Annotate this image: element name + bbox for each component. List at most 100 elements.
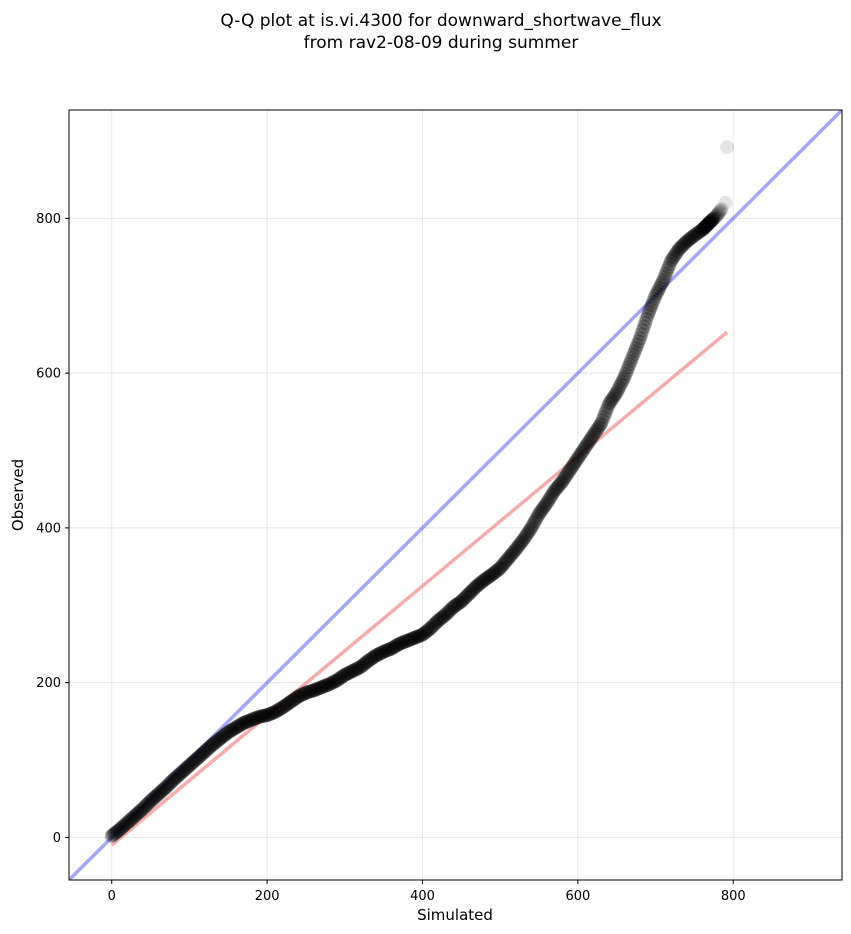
quantile-point bbox=[258, 708, 273, 723]
quantile-point bbox=[453, 595, 468, 610]
quantile-point bbox=[554, 476, 569, 491]
quantile-point bbox=[359, 655, 374, 670]
quantile-point bbox=[126, 809, 141, 824]
quantile-point bbox=[652, 280, 667, 295]
quantile-point bbox=[456, 591, 471, 606]
quantile-point bbox=[507, 544, 522, 559]
quantile-point bbox=[640, 308, 655, 323]
quantile-point bbox=[706, 211, 721, 226]
quantile-point bbox=[555, 474, 570, 489]
quantile-point bbox=[542, 491, 557, 506]
quantile-point bbox=[711, 205, 726, 220]
quantile-point bbox=[529, 511, 544, 526]
quantile-point bbox=[271, 702, 286, 717]
quantile-point bbox=[465, 582, 480, 597]
quantile-point bbox=[230, 719, 245, 734]
quantile-point bbox=[590, 422, 605, 437]
quantile-point bbox=[407, 630, 422, 645]
quantile-point bbox=[392, 636, 407, 651]
quantile-point bbox=[643, 301, 658, 316]
quantile-point bbox=[434, 610, 449, 625]
quantile-point bbox=[137, 800, 152, 815]
quantile-point bbox=[162, 776, 177, 791]
quantile-point bbox=[666, 250, 681, 265]
quantile-point bbox=[173, 766, 188, 781]
quantile-point bbox=[683, 231, 698, 246]
quantile-point bbox=[511, 539, 526, 554]
quantile-point bbox=[560, 466, 575, 481]
quantile-point bbox=[607, 389, 622, 404]
y-tick-label-3: 600 bbox=[36, 367, 61, 382]
quantile-point bbox=[265, 706, 280, 721]
quantile-point bbox=[412, 628, 427, 643]
quantile-point bbox=[279, 697, 294, 712]
quantile-point bbox=[495, 558, 510, 573]
quantile-point bbox=[497, 556, 512, 571]
quantile-point bbox=[396, 635, 411, 650]
quantile-point bbox=[148, 789, 163, 804]
y-tick-label-0: 0 bbox=[53, 831, 61, 846]
quantile-point bbox=[199, 743, 214, 758]
quantile-point bbox=[217, 728, 232, 743]
quantile-point bbox=[635, 323, 650, 338]
quantile-point bbox=[411, 629, 426, 644]
quantile-point bbox=[620, 363, 635, 378]
quantile-point bbox=[718, 195, 733, 210]
quantile-point bbox=[469, 578, 484, 593]
quantile-point bbox=[135, 801, 150, 816]
quantile-point bbox=[613, 377, 628, 392]
quantile-point bbox=[604, 393, 619, 408]
quantile-point bbox=[665, 251, 680, 266]
quantile-point bbox=[686, 229, 701, 244]
quantile-point bbox=[410, 629, 425, 644]
quantile-point bbox=[500, 551, 515, 566]
quantile-point bbox=[287, 692, 302, 707]
y-axis-ticks: 0 200 400 600 800 bbox=[36, 212, 69, 846]
quantile-point bbox=[175, 764, 190, 779]
quantile-point bbox=[282, 695, 297, 710]
quantile-point bbox=[377, 644, 392, 659]
quantile-point bbox=[122, 813, 137, 828]
quantile-point bbox=[711, 206, 726, 221]
quantile-point bbox=[106, 827, 121, 842]
quantile-point bbox=[544, 487, 559, 502]
quantile-point bbox=[181, 759, 196, 774]
chart-title-line-1: Q-Q plot at is.vi.4300 for downward_shor… bbox=[220, 11, 661, 31]
quantile-point bbox=[720, 140, 735, 155]
quantile-point bbox=[521, 524, 536, 539]
quantile-point bbox=[249, 710, 264, 725]
grid bbox=[69, 110, 842, 880]
quantile-point bbox=[160, 778, 175, 793]
quantile-point bbox=[713, 203, 728, 218]
quantile-point bbox=[257, 708, 272, 723]
quantile-point bbox=[587, 426, 602, 441]
quantile-point bbox=[142, 795, 157, 810]
quantile-point bbox=[263, 706, 278, 721]
quantile-point bbox=[370, 647, 385, 662]
quantile-point bbox=[120, 815, 135, 830]
quantile-point bbox=[498, 554, 513, 569]
quantile-point bbox=[530, 509, 545, 524]
quantile-point bbox=[327, 674, 342, 689]
quantile-point bbox=[517, 530, 532, 545]
quantile-point bbox=[446, 599, 461, 614]
quantile-point bbox=[502, 550, 517, 565]
quantile-point bbox=[504, 547, 519, 562]
chart-title-line-2: from rav2-08-09 during summer bbox=[304, 33, 579, 53]
quantile-point bbox=[586, 428, 601, 443]
quantile-point bbox=[353, 660, 368, 675]
quantile-point bbox=[274, 701, 289, 716]
quantile-point bbox=[266, 705, 281, 720]
quantile-point bbox=[178, 761, 193, 776]
quantile-point bbox=[627, 344, 642, 359]
quantile-point bbox=[357, 657, 372, 672]
quantile-point bbox=[323, 676, 338, 691]
quantile-point bbox=[621, 360, 636, 375]
quantile-point bbox=[454, 594, 469, 609]
quantile-point bbox=[459, 589, 474, 604]
quantile-point bbox=[319, 678, 334, 693]
quantile-point bbox=[117, 818, 132, 833]
quantile-point bbox=[318, 678, 333, 693]
quantile-point bbox=[388, 639, 403, 654]
quantile-point bbox=[416, 626, 431, 641]
